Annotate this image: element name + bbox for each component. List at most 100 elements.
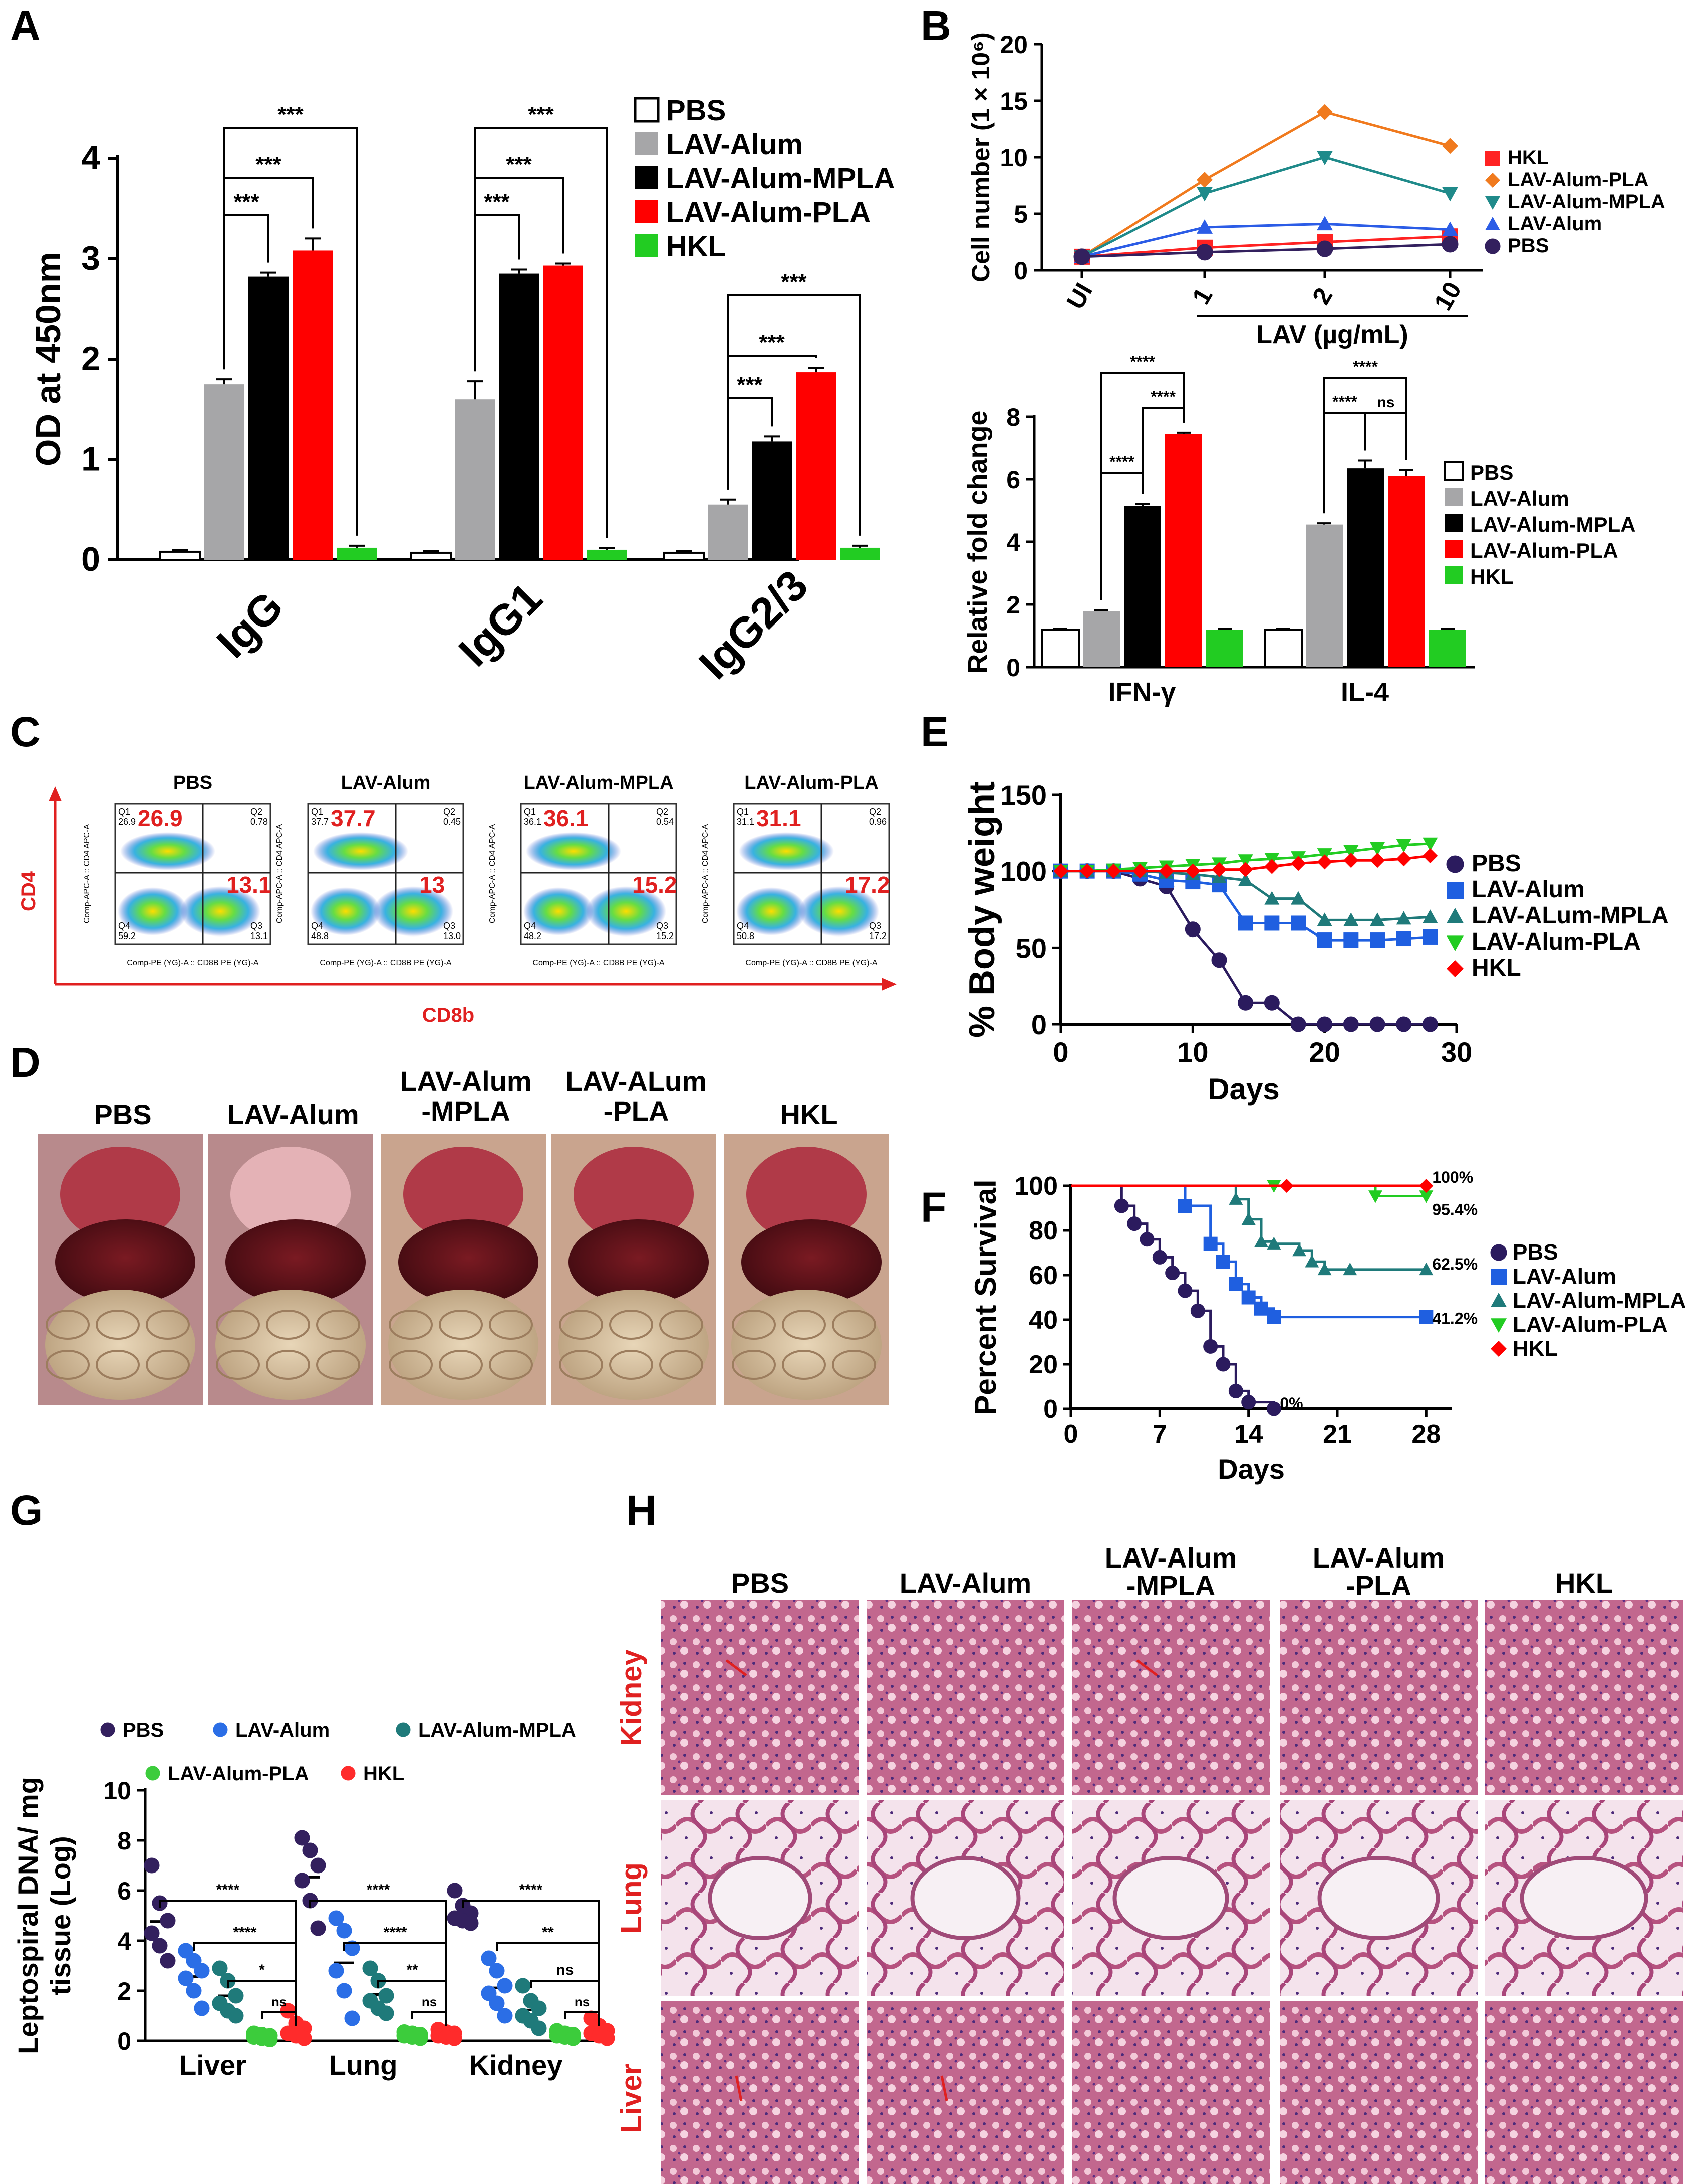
data-point (328, 1963, 344, 1979)
y-tick-label: 0 (117, 2027, 131, 2055)
quadrant-value: 31.1 (737, 817, 754, 827)
data-point (152, 1938, 168, 1954)
histology-image (1280, 2001, 1478, 2184)
histology-image (867, 1600, 1064, 1795)
legend-label: PBS (666, 94, 726, 127)
y-tick-label: 4 (81, 139, 100, 177)
legend-label: LAV-Alum (666, 128, 803, 161)
y-axis-small-label: Comp-APC-A :: CD4 APC-A (701, 824, 710, 924)
histology-image (1280, 1600, 1478, 1795)
data-point (489, 1963, 505, 1979)
legend-swatch (635, 200, 658, 223)
data-point (1152, 1250, 1167, 1265)
cd4-percent: 37.7 (331, 805, 376, 831)
x-tick-label: 28 (1411, 1420, 1441, 1449)
y-axis-small-label: Comp-APC-A :: CD4 APC-A (83, 824, 91, 924)
tissue-section (1280, 1600, 1478, 1795)
airway (708, 1856, 812, 1940)
data-point (1229, 1192, 1243, 1205)
quadrant-name: Q3 (250, 921, 262, 931)
cd4-population (526, 832, 621, 870)
data-point (1317, 912, 1332, 926)
significance-label: *** (737, 373, 763, 397)
lesion-marker (725, 1659, 747, 1676)
thorax (60, 1147, 180, 1242)
histology-row-label: Lung (615, 1862, 648, 1934)
bowel-loop (732, 1350, 776, 1380)
y-tick-label: 3 (81, 239, 100, 277)
histology-image (867, 1800, 1064, 1996)
significance-label: *** (759, 330, 785, 355)
legend-swatch (635, 166, 658, 189)
data-point (1316, 240, 1333, 257)
survival-end-label: 100% (1432, 1168, 1473, 1186)
legend-label: HKL (363, 1763, 404, 1785)
significance-label: *** (506, 152, 532, 177)
cd8-percent: 13.1 (226, 872, 271, 898)
bowel-loop (146, 1350, 190, 1380)
significance-label: **** (384, 1924, 407, 1941)
histology-row-label: Kidney (615, 1649, 648, 1746)
data-point (1196, 244, 1213, 261)
panel-c: PBS26.913.1Q126.9Q20.78Q459.2Q313.1Comp-… (18, 772, 897, 1026)
data-point (1203, 1339, 1218, 1354)
series-line (1081, 243, 1451, 258)
data-point (515, 1978, 531, 1994)
data-point (1370, 912, 1385, 926)
survival-end-label: 95.4% (1432, 1200, 1478, 1218)
data-point (446, 2030, 462, 2046)
data-point (1053, 863, 1068, 879)
bowel-loop (832, 1310, 876, 1340)
bowel-loop (96, 1350, 140, 1380)
y-tick-label: 0 (81, 540, 100, 578)
data-point (1279, 1179, 1294, 1193)
double-negative-population (523, 887, 594, 935)
data-point (497, 2008, 513, 2024)
y-tick-label: 20 (1029, 1350, 1058, 1379)
flow-plot-title: LAV-Alum-MPLA (523, 772, 673, 793)
data-point (599, 2030, 615, 2046)
data-point (1396, 931, 1411, 947)
data-point (294, 1873, 310, 1889)
data-point (1317, 932, 1332, 948)
quadrant-name: Q2 (250, 807, 262, 817)
necropsy-photo (38, 1134, 203, 1405)
significance-bracket: **** (1100, 453, 1144, 600)
legend-marker (1447, 935, 1464, 951)
flow-plot: LAV-Alum-MPLA36.115.2Q136.1Q20.54Q448.2Q… (488, 772, 677, 967)
data-point (344, 2010, 360, 2026)
legend-marker (1485, 196, 1500, 210)
x-tick-label: 21 (1323, 1420, 1352, 1449)
y-axis-title: Cell number (1 × 10⁶) (967, 32, 995, 282)
histology-image (867, 2001, 1064, 2184)
legend-swatch (635, 132, 658, 155)
bowel-loop (266, 1310, 310, 1340)
panel-label-b: B (921, 2, 951, 49)
data-point (1317, 151, 1333, 165)
data-point (1238, 862, 1253, 877)
legend-label: HKL (666, 230, 726, 263)
data-point (1291, 915, 1306, 931)
significance-label: **** (1130, 353, 1155, 371)
x-tick-label: 10 (1429, 277, 1467, 315)
bar (410, 551, 452, 561)
data-point (1197, 172, 1213, 188)
series-line (1081, 235, 1451, 258)
data-point (1317, 216, 1333, 231)
quadrant-value: 13.1 (250, 931, 268, 941)
data-point (294, 1830, 310, 1846)
x-tick-label: 1 (1187, 283, 1218, 309)
significance-label: **** (233, 1924, 257, 1941)
data-point (1267, 1310, 1281, 1324)
bowel-loop (46, 1350, 90, 1380)
data-point (1442, 138, 1458, 154)
x-axis-small-label: Comp-PE (YG)-A :: CD8B PE (YG)-A (532, 959, 664, 967)
significance-label: **** (1151, 388, 1176, 406)
airway (1112, 1856, 1229, 1940)
quadrant-name: Q2 (443, 807, 455, 817)
data-point (1165, 1266, 1180, 1281)
panel-label-e: E (921, 708, 949, 755)
y-axis-title: CD4 (18, 871, 40, 911)
data-point (1254, 1234, 1268, 1247)
quadrant-name: Q1 (311, 807, 323, 817)
